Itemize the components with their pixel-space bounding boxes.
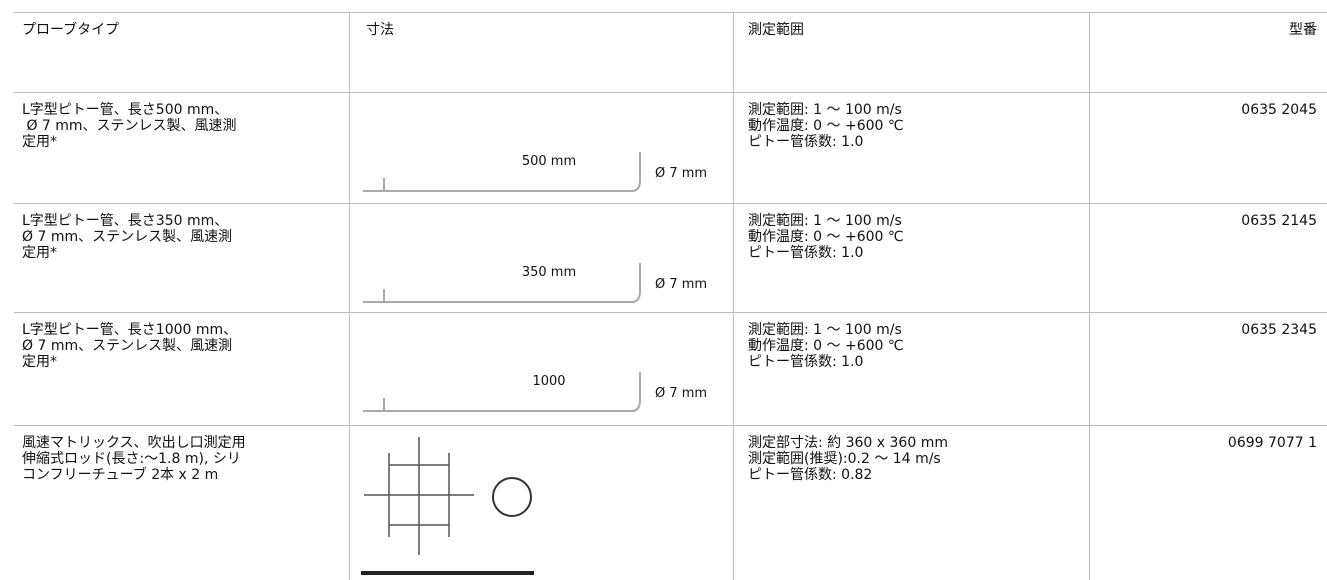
- probe-type-line: 風速マトリックス、吹出し口測定用: [22, 435, 246, 451]
- column-divider: [1089, 12, 1090, 580]
- table-cell: 測定範囲: 1 ～ 100 m/s 動作温度: 0 ～ +600 ℃ ピトー管係数:…: [748, 213, 1078, 261]
- tube-coil: [492, 477, 532, 517]
- dimension-drawing: [361, 437, 534, 575]
- table-cell: 0635 2345: [1095, 322, 1317, 338]
- matrix-cross: [364, 437, 474, 555]
- spec-line: ピトー管係数: 1.0: [748, 245, 864, 261]
- table-cell: 0699 7077 1: [1095, 435, 1317, 451]
- table-cell: 寸法: [366, 22, 726, 38]
- table-cell: 0635 2045: [1095, 102, 1317, 118]
- table-cell: プローブタイプ: [22, 22, 342, 38]
- length-label: 350 mm: [522, 265, 576, 280]
- table-cell: 測定部寸法: 約 360 x 360 mm 測定範囲(推奨):0.2 ～ 14 m…: [748, 435, 1078, 483]
- row-divider: [14, 203, 1327, 204]
- table-cell: L字型ピトー管、長さ350 mm、 Ø 7 mm、ステンレス製、風速測 定用*: [22, 213, 342, 261]
- probe-type-line: 定用*: [22, 245, 57, 261]
- table-cell: 測定範囲: 1 ～ 100 m/s 動作温度: 0 ～ +600 ℃ ピトー管係数:…: [748, 322, 1078, 370]
- probe-type-line: 定用*: [22, 134, 57, 150]
- probe-outline: [363, 263, 641, 303]
- table-cell: L字型ピトー管、長さ1000 mm、 Ø 7 mm、ステンレス製、風速測 定用*: [22, 322, 342, 370]
- dimension-drawing: 1000 Ø 7 mm: [363, 372, 707, 412]
- probe-type-line: 伸縮式ロッド(長さ:～1.8 m), シリ: [22, 451, 241, 467]
- length-label: 1000: [532, 374, 565, 389]
- spec-line: 動作温度: 0 ～ +600 ℃: [748, 229, 904, 245]
- probe-type-line: Ø 7 mm、ステンレス製、風速測: [22, 118, 237, 134]
- row-divider: [14, 12, 1327, 13]
- length-label: 500 mm: [522, 154, 576, 169]
- model-number: 0635 2145: [1241, 213, 1317, 229]
- spec-line: 測定範囲: 1 ～ 100 m/s: [748, 102, 902, 118]
- spec-line: ピトー管係数: 1.0: [748, 134, 864, 150]
- probe-type-line: L字型ピトー管、長さ500 mm、: [22, 102, 229, 118]
- model-number: 0635 2045: [1241, 102, 1317, 118]
- dimension-drawing: 500 mm Ø 7 mm: [363, 152, 707, 192]
- row-divider: [14, 92, 1327, 93]
- spec-line: ピトー管係数: 1.0: [748, 354, 864, 370]
- probe-type-line: Ø 7 mm、ステンレス製、風速測: [22, 229, 233, 245]
- row-divider: [14, 425, 1327, 426]
- spec-line: ピトー管係数: 0.82: [748, 467, 873, 483]
- dimension-drawing: 350 mm Ø 7 mm: [363, 263, 707, 303]
- spec-line: 動作温度: 0 ～ +600 ℃: [748, 118, 904, 134]
- probe-outline: [363, 152, 641, 192]
- probe-type-line: L字型ピトー管、長さ350 mm、: [22, 213, 229, 229]
- table-cell: 測定範囲: 1 ～ 100 m/s 動作温度: 0 ～ +600 ℃ ピトー管係数:…: [748, 102, 1078, 150]
- table-cell: 0635 2145: [1095, 213, 1317, 229]
- header-text: 寸法: [366, 22, 394, 38]
- spec-line: 測定範囲(推奨):0.2 ～ 14 m/s: [748, 451, 941, 467]
- table-cell: 型番: [1095, 22, 1317, 38]
- table-cell: 風速マトリックス、吹出し口測定用 伸縮式ロッド(長さ:～1.8 m), シリ コンフ…: [22, 435, 342, 483]
- header-text: プローブタイプ: [22, 22, 120, 38]
- probe-type-line: コンフリーチューブ 2本 x 2 m: [22, 467, 219, 483]
- probe-outline: [363, 372, 641, 412]
- diameter-label: Ø 7 mm: [655, 166, 707, 181]
- header-text: 測定範囲: [748, 22, 804, 38]
- column-divider: [733, 12, 734, 580]
- diameter-label: Ø 7 mm: [655, 277, 707, 292]
- row-divider: [14, 312, 1327, 313]
- spec-line: 動作温度: 0 ～ +600 ℃: [748, 338, 904, 354]
- table-cell: L字型ピトー管、長さ500 mm、 Ø 7 mm、ステンレス製、風速測 定用*: [22, 102, 342, 150]
- table-cell: 測定範囲: [748, 22, 1078, 38]
- diameter-label: Ø 7 mm: [655, 386, 707, 401]
- header-text: 型番: [1289, 22, 1317, 38]
- probe-type-line: Ø 7 mm、ステンレス製、風速測: [22, 338, 233, 354]
- spec-line: 測定範囲: 1 ～ 100 m/s: [748, 322, 902, 338]
- model-number: 0699 7077 1: [1227, 435, 1317, 451]
- spec-line: 測定範囲: 1 ～ 100 m/s: [748, 213, 902, 229]
- probe-type-line: 定用*: [22, 354, 57, 370]
- column-divider: [349, 12, 350, 580]
- spec-line: 測定部寸法: 約 360 x 360 mm: [748, 435, 948, 451]
- model-number: 0635 2345: [1241, 322, 1317, 338]
- probe-type-line: L字型ピトー管、長さ1000 mm、: [22, 322, 238, 338]
